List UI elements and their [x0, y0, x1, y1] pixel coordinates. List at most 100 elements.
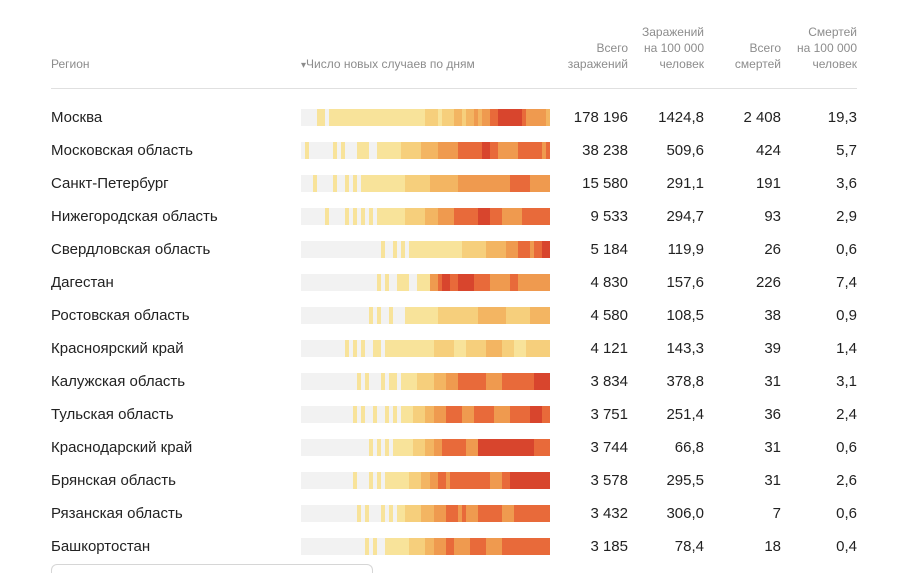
heatmap-day-cell [541, 439, 546, 456]
heatmap-day-cell [341, 406, 346, 423]
heatmap-day-cell [485, 109, 490, 126]
heatmap-day-cell [301, 241, 306, 258]
heatmap-day-cell [525, 208, 530, 225]
total-deaths-value: 36 [764, 406, 781, 423]
heatmap-day-cell [477, 340, 482, 357]
heatmap-day-cell [313, 175, 318, 192]
heatmap-day-cell [341, 307, 346, 324]
table-row[interactable]: Московская область 38 238 509,6 424 5,7 [0, 134, 919, 167]
heatmap-day-cell [449, 142, 454, 159]
heatmap-day-cell [545, 406, 550, 423]
heatmap-day-cell [493, 175, 498, 192]
heatmap-day-cell [461, 373, 466, 390]
heatmap-day-cell [321, 472, 326, 489]
heatmap-day-cell [385, 175, 390, 192]
heatmap-day-cell [521, 142, 526, 159]
heatmap-day-cell [353, 208, 358, 225]
heatmap-day-cell [377, 109, 382, 126]
table-row[interactable]: Санкт-Петербург 15 580 291,1 191 3,6 [0, 167, 919, 200]
heatmap-day-cell [433, 109, 438, 126]
heatmap-day-cell [529, 505, 534, 522]
heatmap-day-cell [437, 340, 442, 357]
heatmap-day-cell [421, 472, 426, 489]
heatmap-day-cell [377, 472, 382, 489]
heatmap-day-cell [481, 373, 486, 390]
heatmap-day-cell [417, 340, 422, 357]
heatmap-day-cell [469, 109, 474, 126]
heatmap-day-cell [337, 340, 342, 357]
heatmap-day-cell [505, 340, 510, 357]
heatmap-day-cell [309, 109, 314, 126]
heatmap-day-cell [509, 109, 514, 126]
heatmap-day-cell [517, 241, 522, 258]
heatmap-day-cell [413, 439, 418, 456]
table-row[interactable]: Брянская область 3 578 295,5 31 2,6 [0, 464, 919, 497]
heatmap-day-cell [385, 505, 390, 522]
heatmap-day-cell [525, 241, 530, 258]
heatmap-day-cell [373, 109, 378, 126]
daily-cases-heatmap [301, 307, 550, 324]
heatmap-day-cell [421, 373, 426, 390]
heatmap-day-cell [357, 538, 362, 555]
table-row[interactable]: Дагестан 4 830 157,6 226 7,4 [0, 266, 919, 299]
heatmap-day-cell [357, 307, 362, 324]
heatmap-day-cell [445, 241, 450, 258]
column-header-total-cases[interactable]: Всего заражений [568, 40, 628, 72]
column-header-cases-per-100k[interactable]: Заражений на 100 000 человек [642, 24, 704, 72]
table-row[interactable]: Башкортостан 3 185 78,4 18 0,4 [0, 530, 919, 563]
heatmap-day-cell [353, 472, 358, 489]
table-row[interactable]: Нижегородская область 9 533 294,7 93 2,9 [0, 200, 919, 233]
heatmap-day-cell [365, 373, 370, 390]
heatmap-day-cell [361, 175, 366, 192]
table-row[interactable]: Москва 178 196 1424,8 2 408 19,3 [0, 101, 919, 134]
heatmap-day-cell [497, 241, 502, 258]
column-header-region[interactable]: Регион [51, 56, 90, 72]
heatmap-day-cell [425, 208, 430, 225]
column-header-cases-by-day[interactable]: ▾Число новых случаев по дням [301, 56, 475, 74]
heatmap-day-cell [341, 274, 346, 291]
heatmap-day-cell [525, 274, 530, 291]
heatmap-day-cell [485, 439, 490, 456]
heatmap-day-cell [389, 208, 394, 225]
column-header-total-deaths[interactable]: Всего смертей [735, 40, 781, 72]
heatmap-day-cell [521, 109, 526, 126]
cases-per-100k-value: 378,8 [666, 373, 704, 390]
heatmap-day-cell [513, 406, 518, 423]
table-row[interactable]: Калужская область 3 834 378,8 31 3,1 [0, 365, 919, 398]
heatmap-day-cell [429, 439, 434, 456]
heatmap-day-cell [517, 373, 522, 390]
column-header-deaths-per-100k[interactable]: Смертей на 100 000 человек [797, 24, 857, 72]
heatmap-day-cell [521, 538, 526, 555]
region-name: Московская область [51, 142, 193, 159]
heatmap-day-cell [501, 373, 506, 390]
heatmap-day-cell [305, 307, 310, 324]
heatmap-day-cell [353, 505, 358, 522]
heatmap-day-cell [349, 373, 354, 390]
total-deaths-value: 7 [772, 505, 781, 522]
heatmap-day-cell [377, 208, 382, 225]
heatmap-day-cell [397, 142, 402, 159]
heatmap-day-cell [497, 538, 502, 555]
heatmap-day-cell [329, 274, 334, 291]
table-row[interactable]: Тульская область 3 751 251,4 36 2,4 [0, 398, 919, 431]
table-row[interactable]: Свердловская область 5 184 119,9 26 0,6 [0, 233, 919, 266]
table-row[interactable]: Рязанская область 3 432 306,0 7 0,6 [0, 497, 919, 530]
table-row[interactable]: Краснодарский край 3 744 66,8 31 0,6 [0, 431, 919, 464]
heatmap-day-cell [397, 439, 402, 456]
heatmap-day-cell [437, 274, 442, 291]
heatmap-day-cell [349, 109, 354, 126]
table-row[interactable]: Красноярский край 4 121 143,3 39 1,4 [0, 332, 919, 365]
heatmap-day-cell [449, 373, 454, 390]
table-row[interactable]: Ростовская область 4 580 108,5 38 0,9 [0, 299, 919, 332]
heatmap-day-cell [333, 175, 338, 192]
heatmap-day-cell [301, 472, 306, 489]
heatmap-day-cell [457, 505, 462, 522]
heatmap-day-cell [385, 373, 390, 390]
heatmap-day-cell [409, 241, 414, 258]
heatmap-day-cell [505, 142, 510, 159]
heatmap-day-cell [481, 406, 486, 423]
heatmap-day-cell [457, 307, 462, 324]
heatmap-day-cell [501, 340, 506, 357]
heatmap-day-cell [397, 406, 402, 423]
heatmap-day-cell [433, 142, 438, 159]
